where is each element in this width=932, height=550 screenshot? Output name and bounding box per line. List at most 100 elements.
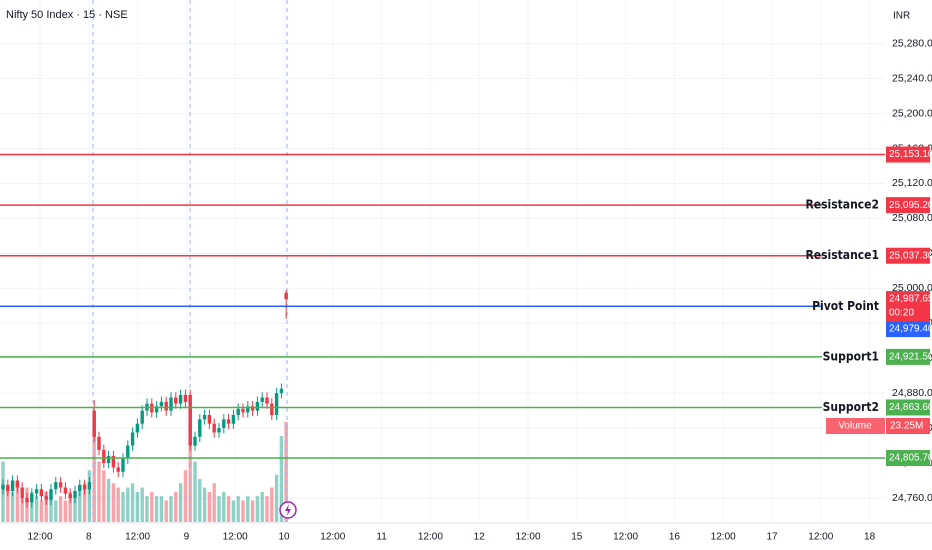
volume-bar [87,470,92,522]
candle-body [102,449,106,464]
candle-body [226,419,231,424]
level-name: Support1 [823,349,879,363]
volume-bar [10,491,15,522]
volume-bar [111,483,116,522]
currency: INR [893,11,910,22]
volume-bar [274,474,279,522]
last-price-box [886,291,930,322]
candle-body [130,432,135,446]
candle-body [1,484,5,490]
event-icon-bolt [285,504,291,516]
candle-body [164,401,168,411]
volume-bar [217,496,221,522]
volume-bar [207,491,212,522]
level-price-box [886,146,930,163]
level-price-box [886,247,930,264]
candle-body [30,493,34,503]
candle-body [121,458,125,472]
volume-name-bg [826,418,885,434]
x-tick-label: 12:00 [808,532,833,543]
volume-bar [246,496,250,522]
volume-bar [250,500,255,522]
volume-bar [102,470,106,522]
candle-body [212,423,216,433]
candle-body [39,489,44,497]
candle-body [274,393,279,415]
volume-bar [212,483,216,522]
x-tick-label: 12:00 [125,532,150,543]
candle-body [270,403,274,415]
candle-body [54,482,58,490]
candle-body [78,484,82,491]
level-price-label: 25,095.20 [889,200,932,211]
candle-body [97,436,101,450]
level-price-label: 24,921.50 [889,352,932,363]
level-price-box [886,450,930,467]
x-tick-label: 12:00 [418,532,443,543]
candle-body [140,410,144,424]
volume-bar [202,487,207,522]
candle-body [255,401,260,411]
level-name-bg [822,197,885,214]
candle-body [135,423,140,433]
candle-body [25,497,29,503]
volume-bar [106,478,111,522]
volume-bar [68,491,72,522]
volume-bar [126,487,130,522]
volume-bar [222,491,226,522]
candle-body [202,414,207,420]
x-tick-label: 12:00 [613,532,638,543]
x-tick-label: 12:00 [223,532,248,543]
x-tick-label: 9 [184,532,190,543]
candle-body [20,487,24,498]
level-price-box [886,399,930,416]
candle-body [246,406,250,413]
volume-bar [270,487,274,522]
candle-body [44,496,48,500]
y-tick-label: 25,120.00 [892,177,932,189]
level-name: Support2 [823,400,879,414]
y-tick-label: 24,760.00 [892,492,932,504]
volume-bar [140,487,144,522]
volume-bar [241,500,245,522]
candle-body [10,480,15,491]
candle-body [154,406,159,413]
candle-body [198,419,202,437]
countdown: 00:20 [889,308,914,319]
candles [1,290,288,508]
x-tick-label: 12 [474,532,486,543]
volume-bar [159,496,164,522]
volume-bar [279,435,284,522]
candle-body [49,489,53,500]
volume-bar [150,491,154,522]
candle-body [87,482,92,490]
level-name-bg [822,348,885,365]
chart-title: Nifty 50 Index · 15 · NSE [6,9,128,21]
y-tick-label: 24,880.00 [892,387,932,399]
candle-body [222,419,226,429]
candle-body [116,467,120,472]
volume-value-label: 23.25M [890,421,923,432]
x-tick-label: 17 [766,532,778,543]
candle-body [188,394,192,446]
level-name: Resistance2 [805,198,879,212]
candle-body [265,397,269,404]
volume-bar [97,461,101,522]
volume-bar [169,496,173,522]
x-tick-label: 8 [86,532,92,543]
x-tick-label: 12:00 [320,532,345,543]
x-tick-label: 12:00 [515,532,540,543]
volume-bar [226,496,231,522]
candle-body [6,484,10,491]
x-tick-label: 18 [864,532,876,543]
candle-body [159,401,164,407]
volume-bar [82,483,87,522]
volume-name: Volume [838,421,872,432]
volume-bar [20,496,24,522]
level-name-bg [822,399,885,416]
candle-body [82,484,87,490]
candle-body [68,493,72,498]
volume-bar [130,483,135,522]
candle-body [73,490,77,498]
volume-bar [193,461,197,522]
